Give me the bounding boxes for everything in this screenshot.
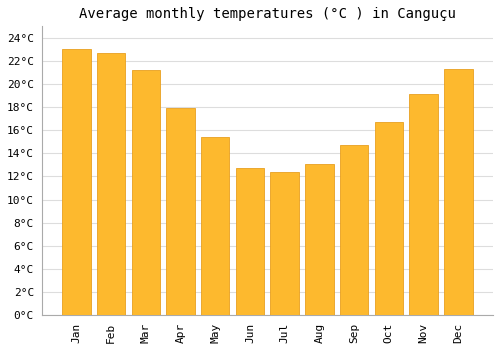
Bar [444, 69, 472, 315]
Bar [236, 168, 264, 315]
Bar [132, 70, 160, 315]
Bar [166, 108, 194, 315]
Bar [374, 122, 403, 315]
Bar [62, 49, 90, 315]
Bar [270, 172, 299, 315]
Bar [340, 145, 368, 315]
Bar [201, 137, 230, 315]
Bar [410, 94, 438, 315]
Title: Average monthly temperatures (°C ) in Canguçu: Average monthly temperatures (°C ) in Ca… [79, 7, 456, 21]
Bar [97, 53, 126, 315]
Bar [305, 164, 334, 315]
